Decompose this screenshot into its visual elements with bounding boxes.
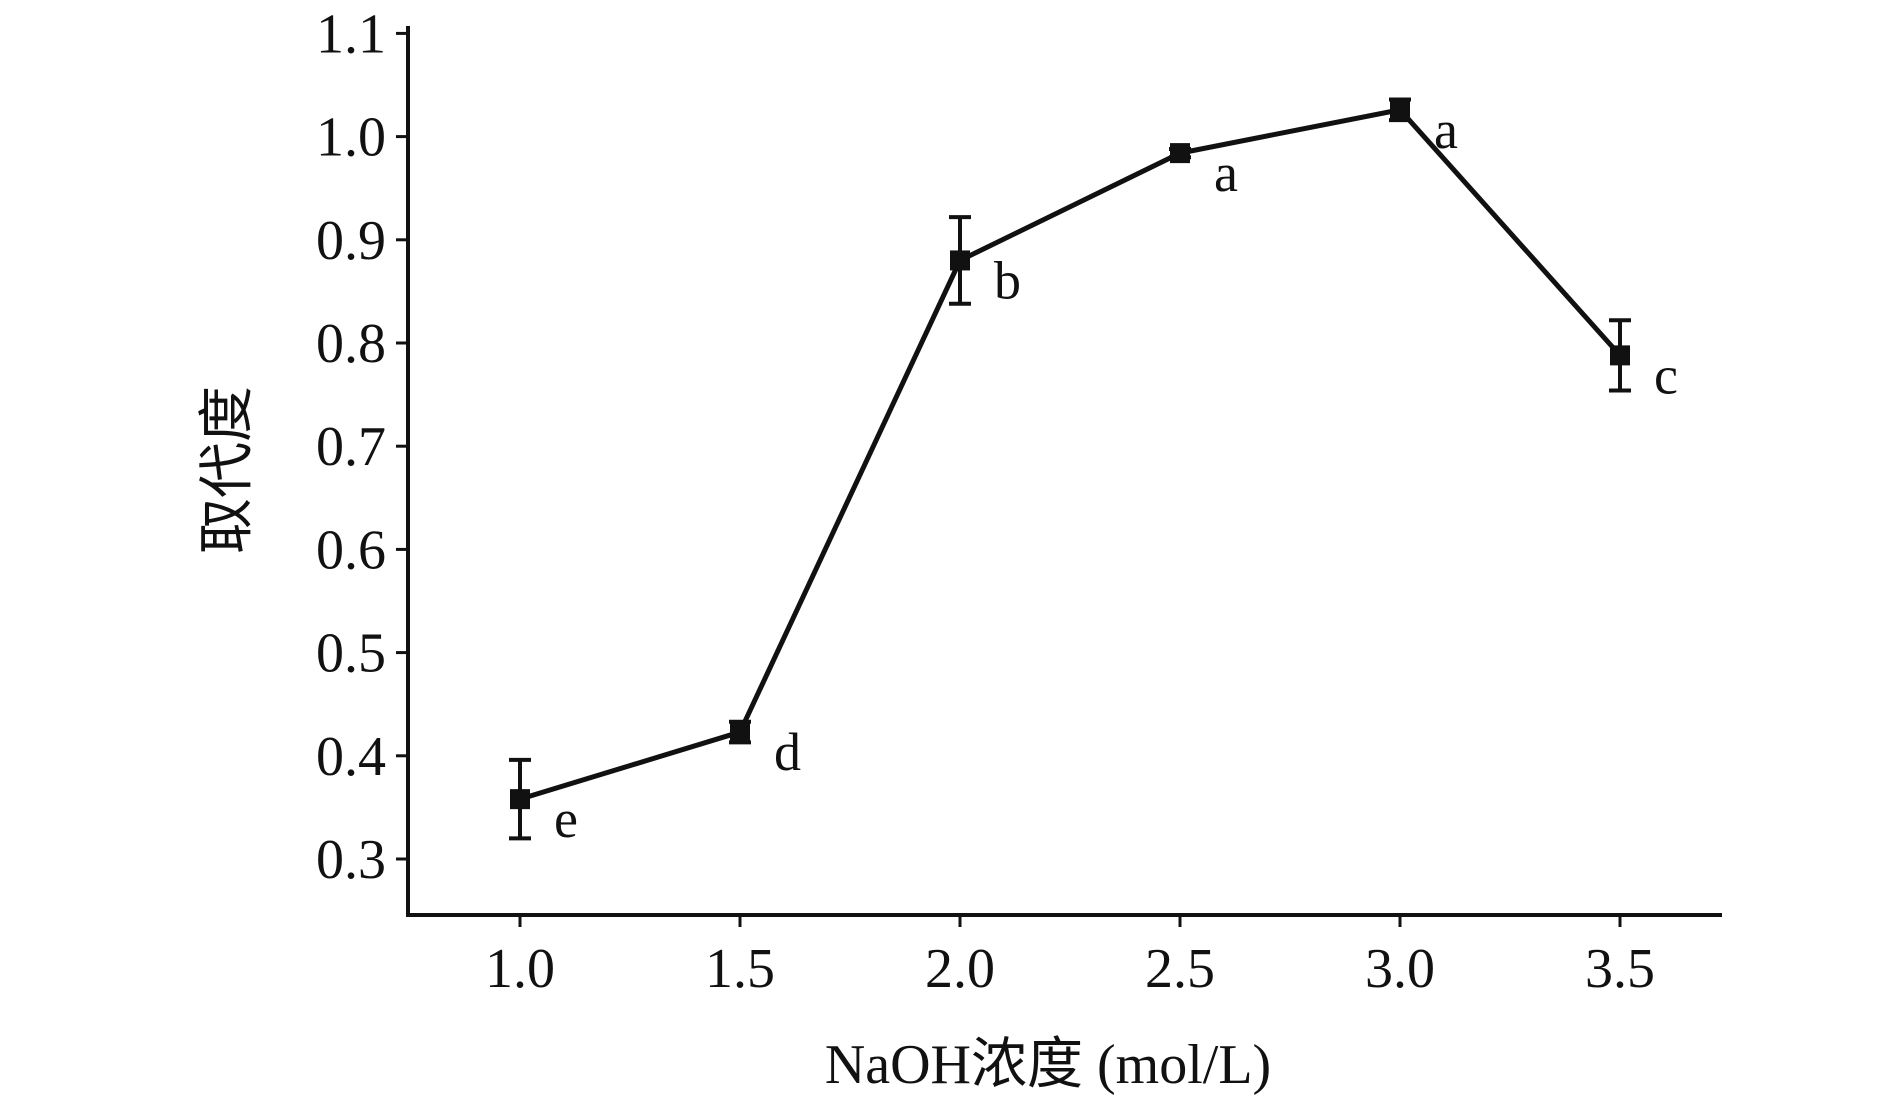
plot-area: e d b a a c	[509, 97, 1678, 849]
significance-label: a	[1214, 143, 1238, 203]
y-tick-label: 0.3	[316, 829, 386, 891]
y-tick-label: 0.9	[316, 210, 386, 272]
y-tick-label: 0.8	[316, 313, 386, 375]
data-point	[1390, 99, 1410, 120]
y-tick-label: 1.0	[316, 107, 386, 169]
x-tick-label: 3.0	[1365, 938, 1435, 1000]
y-axis-title: 取代度	[197, 386, 259, 554]
significance-label: b	[994, 250, 1021, 310]
x-tick-label: 2.5	[1145, 938, 1215, 1000]
significance-label: a	[1434, 100, 1458, 160]
x-axis-ticks: 1.0 1.5 2.0 2.5 3.0 3.5	[485, 915, 1655, 1000]
x-tick-label: 1.0	[485, 938, 555, 1000]
y-axis-ticks: 0.3 0.4 0.5 0.6 0.7 0.8 0.9 1.0 1.1	[316, 3, 408, 891]
y-tick-label: 0.7	[316, 416, 386, 478]
y-tick-label: 0.5	[316, 623, 386, 685]
data-point	[510, 789, 530, 810]
x-tick-label: 2.0	[925, 938, 995, 1000]
series-line	[519, 107, 1622, 802]
data-point	[1610, 345, 1630, 366]
significance-label: d	[774, 722, 801, 782]
significance-label: c	[1654, 345, 1678, 405]
x-axis-title: NaOH浓度 (mol/L)	[825, 1034, 1271, 1096]
data-point	[950, 250, 970, 271]
significance-label: e	[554, 789, 578, 849]
y-tick-label: 1.1	[316, 3, 386, 65]
axes	[406, 26, 1722, 917]
y-tick-label: 0.6	[316, 519, 386, 581]
x-tick-label: 3.5	[1585, 938, 1655, 1000]
data-point	[730, 722, 750, 743]
data-point	[1170, 143, 1190, 164]
x-tick-label: 1.5	[705, 938, 775, 1000]
y-tick-label: 0.4	[316, 726, 386, 788]
